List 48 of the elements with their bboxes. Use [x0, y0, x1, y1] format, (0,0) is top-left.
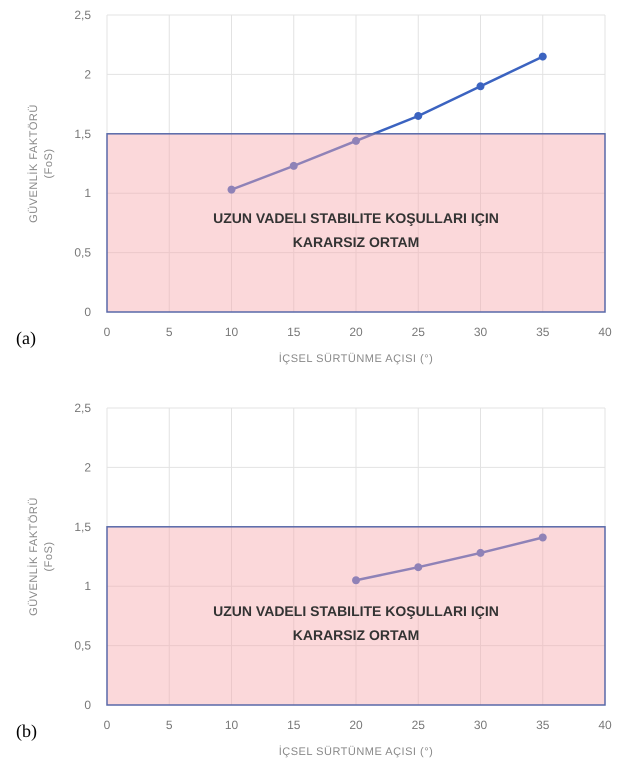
y-tick-label: 2 [84, 460, 92, 474]
point [414, 112, 422, 120]
x-tick-label: 35 [536, 718, 550, 732]
y-tick-label: 0,5 [74, 246, 92, 260]
x-tick-label: 25 [412, 718, 426, 732]
x-tick-label: 10 [224, 325, 238, 339]
x-axis-title: İÇSEL SÜRTÜNME AÇISI (°) [278, 745, 434, 758]
x-tick-label: 40 [598, 325, 612, 339]
point [352, 136, 360, 145]
x-axis-title: İÇSEL SÜRTÜNME AÇISI (°) [278, 352, 434, 365]
y-tick-label: 2,5 [74, 8, 92, 22]
band-label: UZUN VADELI STABILITE KOŞULLARI IÇIN KARARSIZ ORTAM [213, 602, 499, 643]
y-tick-label: 0 [84, 698, 92, 712]
point [538, 52, 547, 61]
x-tick-label: 0 [104, 718, 111, 732]
y-tick-label: 1,5 [74, 126, 92, 141]
point [476, 82, 484, 90]
x-tick-label: 20 [349, 718, 363, 732]
x-tick-label: 15 [287, 325, 301, 339]
x-tick-label: 15 [287, 718, 301, 732]
y-tick-label: 0 [84, 305, 92, 319]
y-tick-label: 2 [84, 67, 92, 82]
x-tick-label: 25 [412, 325, 426, 339]
x-tick-label: 10 [224, 718, 238, 732]
point [290, 162, 298, 170]
x-tick-label: 5 [166, 718, 173, 732]
y-axis-title: GÜVENLİK FAKTÖRÜ (FoS) [27, 104, 55, 223]
x-tick-label: 30 [474, 325, 488, 339]
point [352, 576, 360, 584]
x-tick-label: 0 [104, 325, 111, 339]
y-tick-label: 1 [84, 579, 92, 594]
x-tick-label: 40 [598, 718, 612, 732]
y-tick-label: 2,5 [74, 401, 92, 415]
point [228, 186, 236, 194]
x-tick-label: 20 [349, 325, 363, 339]
y-axis-title: GÜVENLİK FAKTÖRÜ (FoS) [27, 497, 55, 616]
point [538, 533, 547, 542]
text: (a) [16, 328, 36, 348]
y-tick-label: 0,5 [74, 638, 92, 653]
band-label: UZUN VADELI STABILITE KOŞULLARI IÇIN KARARSIZ ORTAM [213, 210, 499, 250]
point [414, 563, 422, 572]
point [476, 548, 484, 557]
x-tick-label: 35 [536, 325, 550, 339]
x-tick-label: 30 [474, 718, 488, 732]
y-tick-label: 1 [84, 186, 92, 200]
x-tick-label: 5 [166, 325, 173, 339]
y-tick-label: 1,5 [74, 520, 92, 534]
text: (b) [16, 721, 37, 741]
